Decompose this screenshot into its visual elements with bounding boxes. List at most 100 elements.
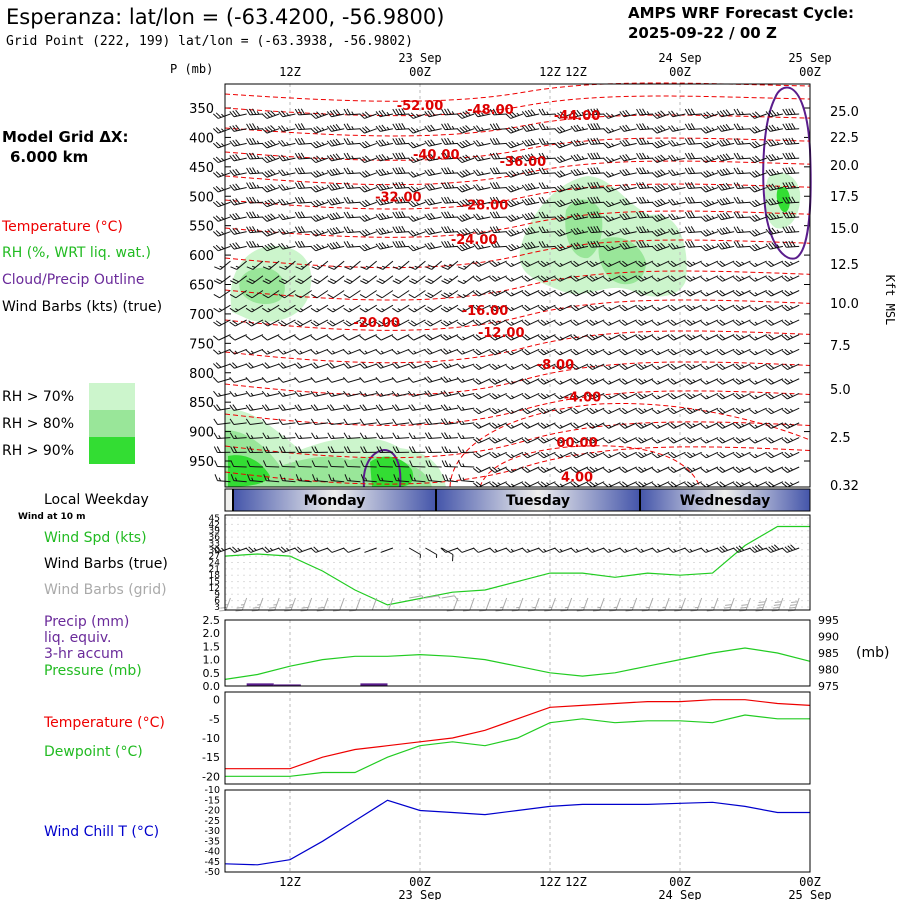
barb-staff (266, 423, 279, 425)
barb-feather (393, 109, 396, 115)
wind-barb (733, 300, 750, 312)
barb-staff (713, 598, 717, 610)
wind-barb (295, 108, 311, 115)
barb-feather (408, 377, 413, 384)
barb-staff (464, 276, 474, 284)
wind-barb (750, 462, 767, 474)
wind-barb (295, 542, 312, 553)
wind-barb (408, 211, 425, 222)
weekday-name: Wednesday (680, 493, 770, 509)
pressure-tick-label: 985 (818, 647, 839, 660)
barb-feather (298, 109, 301, 115)
barb-feather (734, 227, 737, 233)
barb-feather (344, 168, 347, 174)
wind-barb (490, 359, 507, 371)
wind-barb (295, 152, 311, 159)
wind-barb (376, 402, 393, 411)
wind-barb (620, 542, 637, 553)
barb-feather (262, 335, 267, 342)
barb-feather (311, 377, 316, 384)
wind-barb (343, 373, 360, 383)
barb-feather (295, 433, 298, 439)
barb-staff (690, 482, 702, 487)
barb-feather (347, 138, 350, 144)
wind-barb (490, 403, 507, 415)
wind-barb (685, 359, 702, 371)
wind-barb (733, 462, 750, 474)
barb-feather (701, 394, 706, 401)
barb-staff (706, 335, 718, 340)
barb-feather (230, 335, 235, 342)
barb-staff (511, 408, 523, 413)
wind-barb (782, 285, 799, 297)
barb-staff (463, 291, 474, 298)
wind-barb (701, 167, 718, 178)
barb-feather (734, 197, 737, 203)
barb-staff (625, 408, 637, 413)
barb-feather (555, 394, 560, 401)
wind-barb (766, 462, 783, 474)
barb-feather (685, 241, 688, 247)
barb-staff (382, 291, 393, 298)
wind-barb (295, 329, 312, 341)
barb-staff (479, 467, 491, 472)
wind-barb (246, 542, 263, 553)
barb-staff (739, 423, 751, 428)
barb-feather (408, 335, 413, 342)
barb-staff (771, 349, 783, 354)
barb-staff (495, 364, 507, 369)
wind-barb (425, 182, 442, 191)
barb-feather (792, 152, 795, 158)
barb-feather (609, 608, 616, 613)
wind-barb (490, 344, 507, 356)
barb-staff (755, 438, 767, 443)
barb-feather (347, 168, 350, 174)
temperature-contour-label: 00.00 (557, 436, 598, 451)
barb-feather (786, 109, 789, 115)
wind-barb (652, 462, 669, 474)
barb-feather (402, 167, 405, 173)
wind-barb (669, 167, 686, 176)
wind-barb (441, 315, 458, 328)
wind-barb (376, 167, 393, 176)
wind-barb (717, 300, 734, 312)
wind-barb (328, 432, 344, 439)
barb-staff (560, 335, 572, 340)
barb-staff (250, 217, 263, 218)
barb-staff (616, 598, 620, 610)
barb-feather (652, 379, 657, 386)
wind-barb (717, 226, 734, 235)
top-time-label: 00Z (409, 65, 431, 79)
barb-staff (299, 379, 311, 383)
wind-barb (603, 314, 620, 326)
wind-barb (392, 388, 409, 397)
wind-barb (701, 447, 718, 459)
wind-barb (620, 344, 637, 356)
wind-barb (652, 542, 669, 553)
barb-staff (464, 261, 474, 269)
wind-barb (603, 359, 620, 371)
wind-barb (409, 256, 425, 271)
barb-feather (295, 377, 300, 384)
barb-staff (445, 143, 458, 144)
wind-barb (766, 542, 783, 553)
barb-staff (722, 364, 734, 369)
bottom-date-label: 24 Sep (658, 888, 701, 900)
wind-barb (344, 123, 360, 130)
wind-barb (279, 182, 296, 191)
wind-barb (522, 314, 539, 326)
barb-feather (317, 608, 324, 613)
wind-barb (377, 432, 393, 439)
barb-feather (701, 276, 706, 283)
wind-barb (637, 196, 653, 203)
barb-staff (786, 158, 799, 159)
barb-feather (643, 109, 646, 115)
barb-feather (786, 241, 789, 247)
barb-staff (722, 276, 734, 281)
temperature-contour-label: -28.00 (462, 198, 509, 213)
barb-staff (251, 335, 263, 340)
barb-staff (755, 393, 767, 398)
barb-staff (600, 598, 604, 610)
barb-feather (493, 182, 496, 188)
wind-barb (782, 447, 799, 459)
